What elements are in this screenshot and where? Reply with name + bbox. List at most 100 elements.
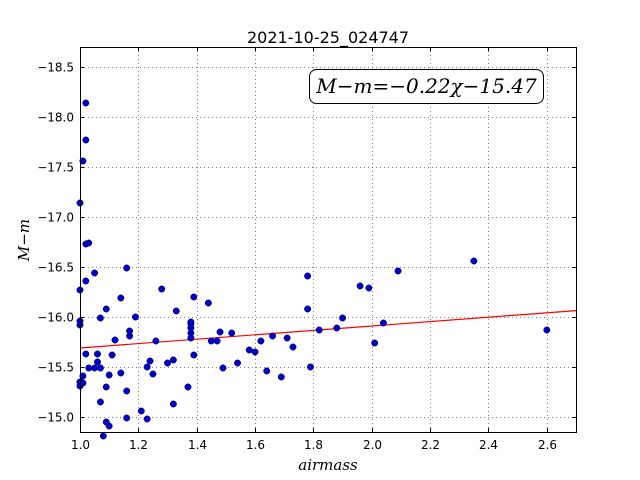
x-tick-label: 1.6 [246,438,265,452]
data-point [263,367,271,375]
data-point [333,324,341,332]
data-point [102,383,110,391]
data-point [164,359,171,367]
annotation-box [309,69,544,104]
data-point [96,314,104,322]
data-point [105,422,113,430]
y-tick-label: −15.0 [37,411,74,425]
data-point [149,370,157,378]
data-point [105,371,113,379]
data-point [126,327,134,335]
data-point [91,364,99,372]
data-point [172,307,180,315]
data-points [76,99,551,440]
data-point [207,337,215,345]
y-tick-labels: −15.0 −15.5 −16.0 −16.5 −17.0 −17.5 −18.0 −18.5 [37,61,74,425]
x-axis-label: airmass [298,456,358,474]
data-point [79,157,87,165]
plot-frame [80,47,577,433]
data-point [269,332,277,340]
data-point [307,363,314,371]
x-tick-label: 2.0 [363,438,382,452]
data-point [143,415,151,423]
x-tick-label: 1.4 [188,438,207,452]
data-point [356,282,364,290]
data-point [219,364,227,372]
y-tick-label: −16.0 [37,311,74,325]
data-point [257,337,265,345]
fit-line-group [79,310,577,349]
x-tick-label: 2.6 [538,438,557,452]
data-point [152,337,160,345]
data-point [315,326,323,334]
data-point [184,383,192,391]
data-point [216,328,224,336]
data-point [91,269,99,277]
data-point [371,339,379,347]
data-point [102,305,110,313]
data-point [245,346,253,354]
y-tick-label: −18.0 [37,111,74,125]
data-point [190,293,198,301]
data-point [187,318,195,326]
data-point [228,329,236,337]
data-point [169,400,177,408]
data-point [158,285,166,293]
axis-ticks [80,47,576,432]
data-point [82,350,90,358]
data-point [96,364,104,372]
data-point [190,351,198,359]
data-point [365,284,373,292]
data-point [131,313,139,321]
x-tick-label: 1.2 [129,438,148,452]
chart-title: 2021-10-25_024747 [247,28,409,48]
data-point [82,136,90,144]
data-point [94,358,101,366]
fit-line [79,310,577,349]
x-tick-label: 2.4 [479,438,498,452]
data-point [339,314,347,322]
data-point [394,267,402,275]
y-tick-label: −16.5 [37,261,74,275]
data-point [204,299,212,307]
data-point [117,294,125,302]
y-axis-label: M−m [15,219,33,262]
y-tick-label: −17.0 [37,211,74,225]
data-point [82,277,90,285]
grid [80,47,576,432]
data-point [79,379,87,387]
x-tick-label: 2.2 [421,438,440,452]
data-point [111,336,119,344]
data-point [82,99,90,107]
data-point [99,432,107,440]
data-point [379,319,387,327]
data-point [108,351,116,359]
data-point [304,272,312,280]
y-tick-label: −17.5 [37,161,74,175]
data-point [96,398,104,406]
data-point [123,264,131,272]
data-point [277,373,285,381]
data-point [143,363,151,371]
data-point [283,334,291,342]
data-point [470,257,478,265]
data-point [123,414,131,422]
data-point [169,356,177,364]
data-point [123,387,131,395]
data-point [117,369,125,377]
data-point [137,407,145,415]
x-tick-label: 1.8 [304,438,323,452]
data-point [85,239,93,247]
data-point [213,337,221,345]
annotation-text: M−m=−0.22χ−15.47 [315,74,537,98]
data-point [79,372,87,380]
fit-equation-annotation: M−m=−0.22χ−15.47 [309,69,544,104]
y-tick-label: −15.5 [37,361,74,375]
data-point [85,364,93,372]
data-point [251,348,259,356]
data-point [146,357,154,365]
data-point [543,326,551,334]
data-point [304,305,312,313]
x-tick-labels: 1.0 1.2 1.4 1.6 1.8 2.0 2.2 2.4 2.6 [71,438,557,452]
